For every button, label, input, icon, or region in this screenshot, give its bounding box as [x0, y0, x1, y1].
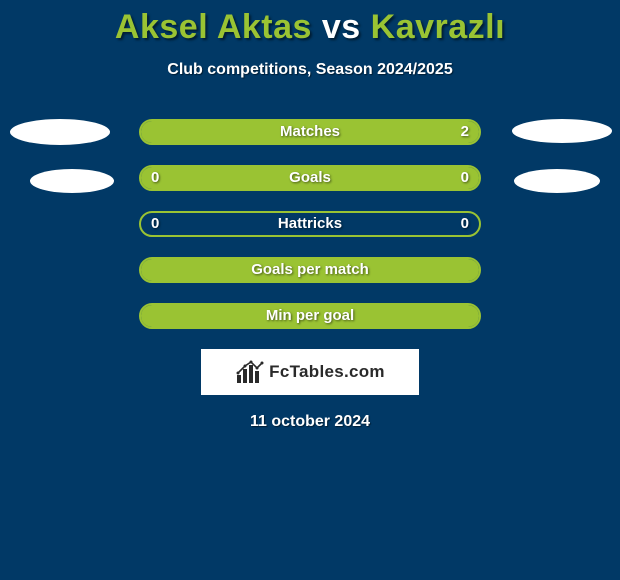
bar-chart-icon [235, 359, 265, 385]
stat-label: Hattricks [141, 213, 479, 235]
player1-badge-placeholder [30, 169, 114, 193]
player1-photo-placeholder [10, 119, 110, 145]
player2-badge-placeholder [514, 169, 600, 193]
stat-value-right: 0 [461, 167, 469, 189]
stat-value-right: 2 [461, 121, 469, 143]
title-player2: Kavrazlı [371, 8, 505, 46]
source-logo: FcTables.com [201, 349, 419, 395]
stat-row: Matches2 [139, 119, 481, 145]
title-block: Aksel Aktas vs Kavrazlı [0, 0, 620, 47]
subtitle: Club competitions, Season 2024/2025 [0, 61, 620, 79]
stat-rows: Matches20Goals00Hattricks0Goals per matc… [139, 119, 481, 329]
stat-row: 0Hattricks0 [139, 211, 481, 237]
date: 11 october 2024 [0, 413, 620, 431]
title-vs: vs [322, 8, 361, 46]
title-player1: Aksel Aktas [115, 8, 312, 46]
stat-label: Goals per match [141, 259, 479, 281]
stat-label: Goals [141, 167, 479, 189]
stat-row: Min per goal [139, 303, 481, 329]
comparison-table: Matches20Goals00Hattricks0Goals per matc… [0, 119, 620, 329]
stat-label: Matches [141, 121, 479, 143]
stat-value-right: 0 [461, 213, 469, 235]
stat-label: Min per goal [141, 305, 479, 327]
stat-row: Goals per match [139, 257, 481, 283]
player2-photo-placeholder [512, 119, 612, 143]
source-logo-text: FcTables.com [269, 362, 385, 382]
stat-row: 0Goals0 [139, 165, 481, 191]
